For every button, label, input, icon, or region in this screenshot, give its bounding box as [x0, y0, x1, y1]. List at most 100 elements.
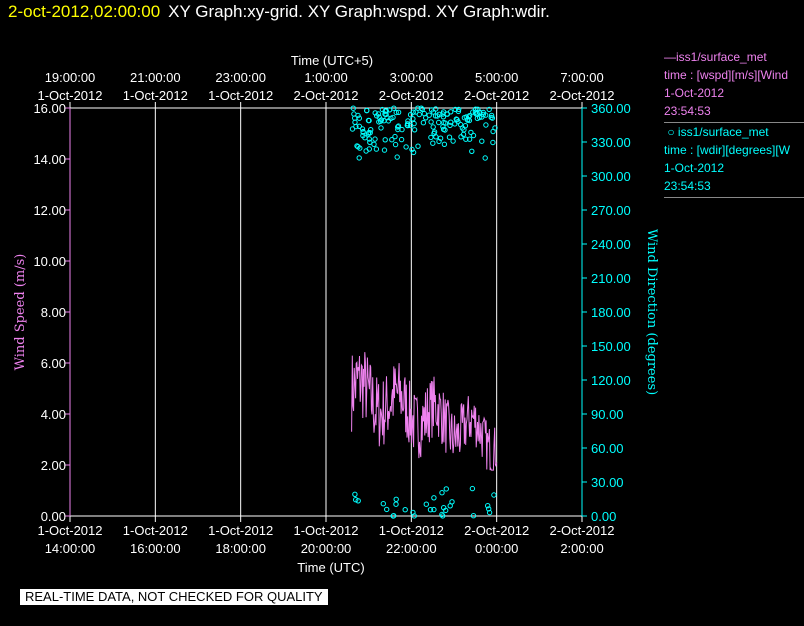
- series-wdir-point: [430, 124, 436, 130]
- x-tick-label-time: 0:00:00: [475, 541, 518, 556]
- top-tick-label-date: 1-Oct-2012: [208, 88, 273, 103]
- series-wdir-point: [392, 141, 399, 148]
- series-wdir-point: [420, 120, 427, 126]
- series-wdir-point: [366, 146, 372, 152]
- series-wdir-point: [463, 114, 469, 120]
- series-wdir-point: [372, 136, 378, 142]
- y-tick-label-left: 12.00: [33, 203, 66, 218]
- series-wdir-point: [423, 501, 429, 507]
- x-tick-label-time: 22:00:00: [386, 541, 437, 556]
- series-wdir-point: [390, 114, 396, 121]
- series-wdir-point: [395, 124, 401, 130]
- y-tick-label-left: 10.00: [33, 254, 66, 269]
- series-wdir-point: [479, 138, 485, 144]
- x-tick-label-date: 1-Oct-2012: [293, 523, 358, 538]
- series-wdir-point: [378, 125, 384, 131]
- series-wdir-point: [446, 134, 453, 140]
- legend-field-wdir: time : [wdir][degrees][W: [664, 143, 791, 157]
- series-wdir-point: [443, 507, 449, 514]
- series-wdir-point: [389, 137, 395, 143]
- series-wspd-line: [351, 352, 498, 471]
- y-tick-label-left: 16.00: [33, 101, 66, 116]
- series-wdir-point: [490, 128, 496, 135]
- series-wdir-point: [403, 144, 409, 150]
- x-tick-label-date: 1-Oct-2012: [208, 523, 273, 538]
- series-wdir-point: [479, 114, 485, 120]
- series-wdir-point: [491, 492, 497, 498]
- series-wdir-point: [367, 139, 373, 146]
- series-wdir-point: [366, 117, 372, 124]
- series-wdir-point: [384, 506, 390, 513]
- series-wdir-point: [394, 154, 400, 160]
- top-tick-label-date: 2-Oct-2012: [293, 88, 358, 103]
- series-wdir-point: [469, 148, 475, 155]
- quality-disclaimer: REAL-TIME DATA, NOT CHECKED FOR QUALITY: [20, 589, 328, 605]
- top-tick-label-time: 23:00:00: [215, 70, 266, 85]
- series-wdir-point: [380, 501, 386, 507]
- series-wdir-point: [373, 146, 380, 152]
- series-wdir-point: [431, 506, 437, 513]
- series-wdir-point: [355, 498, 361, 504]
- top-tick-label-time: 21:00:00: [130, 70, 181, 85]
- series-wdir-point: [428, 119, 434, 125]
- series-wdir-point: [466, 117, 473, 124]
- series-wdir-point: [431, 495, 437, 501]
- series-wdir-point: [426, 112, 432, 118]
- series-wdir-point: [359, 126, 366, 132]
- x-tick-label-time: 16:00:00: [130, 541, 181, 556]
- series-wdir-point: [415, 143, 421, 149]
- y-tick-label-left: 4.00: [41, 407, 66, 422]
- legend-date-wdir: 1-Oct-2012: [664, 161, 725, 175]
- series-wdir-point: [381, 147, 388, 153]
- series-wdir-point: [418, 105, 424, 111]
- series-wdir-point: [447, 503, 453, 509]
- series-wdir-point: [455, 108, 462, 115]
- series-wdir-point: [482, 155, 488, 161]
- series-wdir-point: [354, 143, 360, 149]
- series-wdir-point: [366, 129, 372, 136]
- y-tick-label-left: 6.00: [41, 356, 66, 371]
- series-wdir-point: [430, 140, 436, 146]
- series-wdir-point: [411, 120, 417, 127]
- left-axis-title: Wind Speed (m/s): [13, 254, 28, 371]
- x-tick-label-date: 1-Oct-2012: [123, 523, 188, 538]
- series-wdir-point: [411, 127, 418, 133]
- y-tick-label-left: 14.00: [33, 152, 66, 167]
- series-wdir-point: [441, 119, 447, 126]
- top-tick-label-date: 2-Oct-2012: [464, 88, 529, 103]
- series-wdir-point: [352, 119, 358, 126]
- series-wdir-point: [355, 112, 361, 119]
- series-wdir-point: [407, 112, 414, 118]
- x-tick-label-date: 2-Oct-2012: [464, 523, 529, 538]
- series-wdir-point: [437, 135, 444, 141]
- legend-entry-wspd[interactable]: —iss1/surface_met time : [wspd][m/s][Win…: [664, 48, 804, 123]
- top-tick-label-time: 19:00:00: [45, 70, 96, 85]
- x-tick-label-date: 2-Oct-2012: [549, 523, 614, 538]
- y-tick-label-right: 240.00: [591, 237, 631, 252]
- right-axis-title: Wind Direction (degrees): [644, 229, 659, 395]
- series-wdir-point: [466, 136, 473, 142]
- series-wdir-point: [489, 115, 496, 121]
- series-wdir-point: [447, 122, 453, 129]
- series-wdir-point: [490, 139, 496, 146]
- y-tick-label-right: 150.00: [591, 339, 631, 354]
- x-tick-label-time: 2:00:00: [560, 541, 603, 556]
- series-wdir-point: [360, 128, 366, 135]
- top-tick-label-date: 1-Oct-2012: [37, 88, 102, 103]
- series-wdir-point: [450, 138, 456, 144]
- legend-time-wspd: 23:54:53: [664, 104, 711, 118]
- series-wdir-point: [486, 106, 492, 113]
- series-wdir-point: [371, 141, 377, 148]
- series-wdir-point: [410, 116, 416, 122]
- x-tick-label-date: 1-Oct-2012: [37, 523, 102, 538]
- legend-time-wdir: 23:54:53: [664, 179, 711, 193]
- top-tick-label-time: 7:00:00: [560, 70, 603, 85]
- series-wdir-point: [472, 109, 479, 115]
- series-wdir-point: [383, 111, 389, 118]
- series-wdir-point: [428, 134, 434, 141]
- x-tick-label-time: 14:00:00: [45, 541, 96, 556]
- series-wdir-point: [362, 135, 368, 141]
- x-tick-label-time: 18:00:00: [215, 541, 266, 556]
- legend-entry-wdir[interactable]: ○ iss1/surface_met time : [wdir][degrees…: [664, 123, 804, 198]
